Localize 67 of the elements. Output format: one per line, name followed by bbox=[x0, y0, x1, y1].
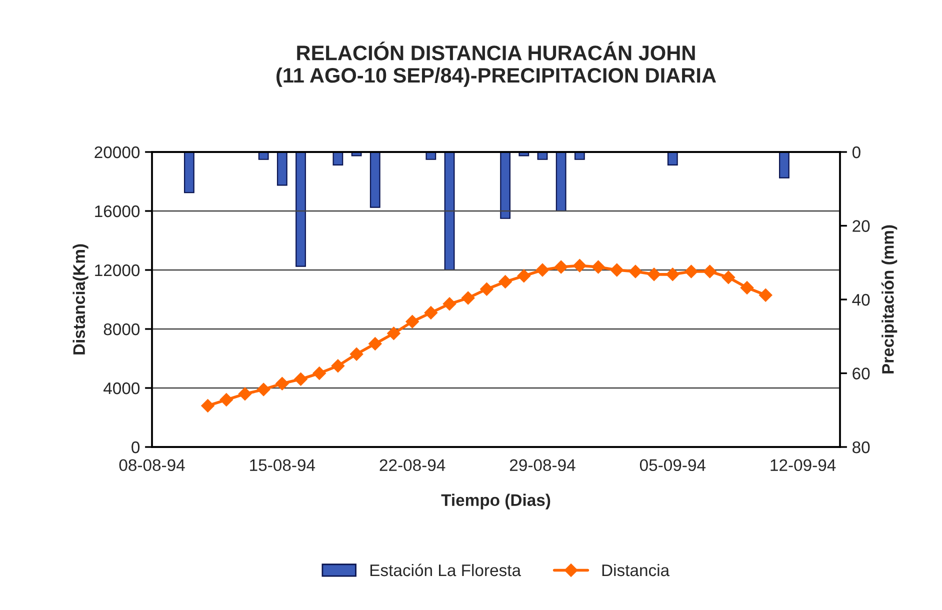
point bbox=[480, 282, 494, 296]
point bbox=[610, 263, 624, 277]
point bbox=[424, 306, 438, 320]
point bbox=[740, 281, 754, 294]
bar bbox=[667, 152, 678, 166]
point bbox=[276, 376, 289, 390]
point bbox=[331, 359, 345, 372]
y-tick-label: 8000 bbox=[104, 323, 140, 336]
y2-tick-label: 80 bbox=[852, 441, 870, 454]
bar bbox=[500, 152, 510, 219]
y-tick-label: 4000 bbox=[104, 382, 140, 394]
y2-axis-title: Precipitación (mm) bbox=[881, 225, 898, 374]
bar bbox=[444, 152, 455, 271]
point bbox=[573, 258, 586, 272]
point bbox=[554, 260, 568, 274]
point bbox=[536, 263, 550, 277]
x-tick-label: 12-09-94 bbox=[770, 459, 836, 472]
bar bbox=[574, 152, 585, 160]
y2-tick-label: 60 bbox=[852, 368, 870, 380]
point bbox=[628, 264, 642, 278]
point bbox=[592, 260, 605, 274]
point bbox=[666, 268, 680, 282]
point bbox=[406, 315, 419, 328]
bar bbox=[779, 152, 790, 178]
y-tick-label: 16000 bbox=[95, 205, 140, 218]
x-tick-label: 08-08-94 bbox=[119, 459, 185, 472]
point bbox=[368, 337, 382, 350]
point bbox=[294, 372, 308, 386]
point bbox=[387, 326, 400, 340]
point bbox=[462, 291, 475, 305]
bar bbox=[296, 152, 306, 267]
bar bbox=[184, 152, 194, 194]
point bbox=[350, 347, 364, 361]
point bbox=[442, 297, 456, 311]
bar bbox=[258, 152, 269, 160]
legend-label: Estación La Floresta bbox=[370, 564, 522, 576]
point bbox=[684, 264, 698, 278]
x-tick-label: 15-08-94 bbox=[250, 459, 316, 472]
x-tick-label: 29-08-94 bbox=[510, 459, 576, 472]
point bbox=[256, 382, 270, 396]
y2-tick-label: 20 bbox=[852, 220, 870, 232]
x-tick-label: 05-09-94 bbox=[640, 459, 706, 472]
point bbox=[312, 366, 326, 380]
point bbox=[759, 288, 772, 302]
legend-label: Distancia bbox=[602, 564, 670, 576]
chart-title: RELACIÓN DISTANCIA HURACÁN JOHN (11 AGO-10 SEP/84)-PRECIPITACION DIARIA bbox=[276, 42, 716, 87]
y-axis-title: Distancia(Km) bbox=[72, 244, 88, 354]
point bbox=[220, 393, 233, 406]
x-tick-label: 22-08-94 bbox=[380, 459, 446, 472]
y-tick-label: 12000 bbox=[95, 264, 140, 276]
y-tick-label: 0 bbox=[132, 441, 140, 454]
bar bbox=[370, 152, 380, 208]
bar bbox=[276, 152, 288, 186]
point bbox=[517, 269, 530, 282]
y2-tick-label: 0 bbox=[852, 146, 860, 158]
y-tick-label: 20000 bbox=[94, 146, 140, 158]
point bbox=[722, 270, 736, 284]
point bbox=[201, 399, 214, 412]
y2-tick-label: 40 bbox=[852, 294, 870, 306]
point bbox=[647, 268, 661, 282]
bar bbox=[556, 152, 566, 212]
point bbox=[703, 264, 716, 278]
x-axis-title: Tiempo (Dias) bbox=[441, 494, 550, 510]
point bbox=[498, 275, 512, 288]
bar bbox=[426, 152, 436, 160]
bar bbox=[332, 152, 344, 166]
point bbox=[238, 387, 252, 400]
